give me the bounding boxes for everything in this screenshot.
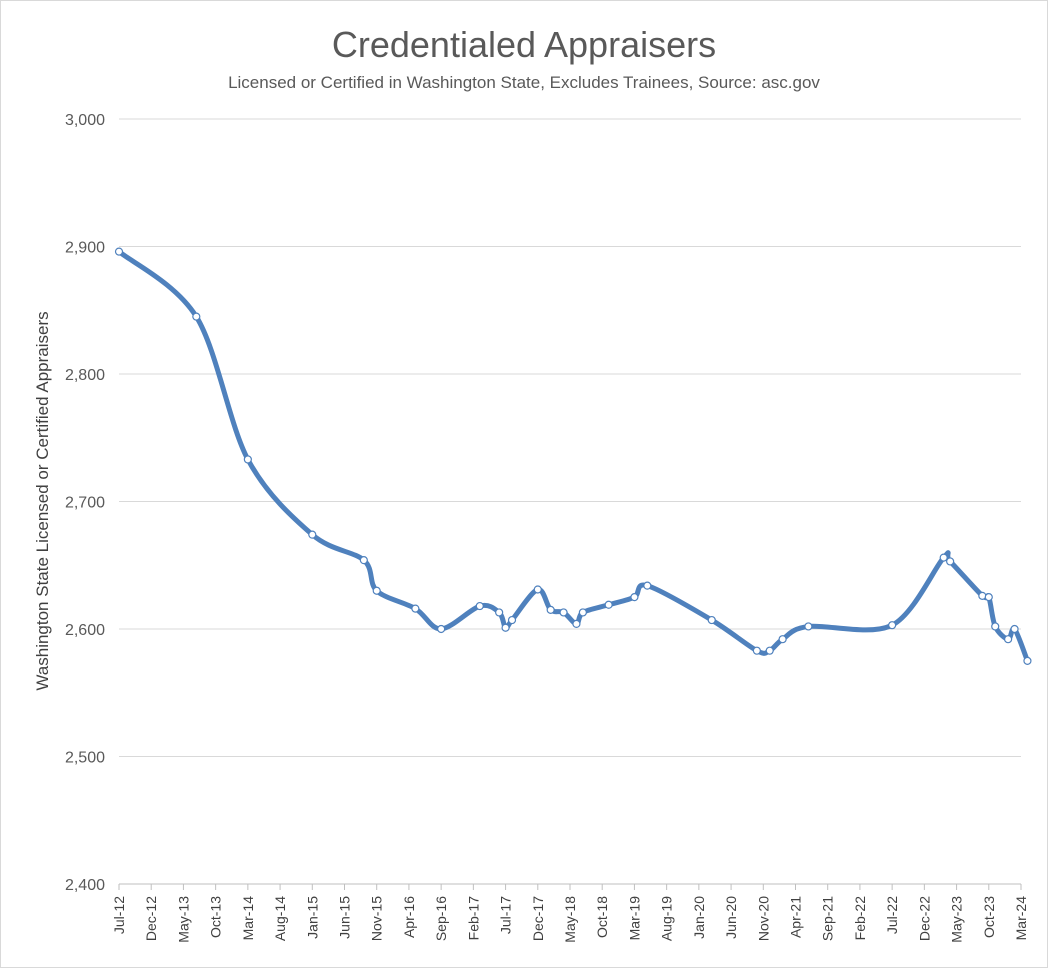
x-tick-label: May-13 xyxy=(175,896,191,943)
x-tick-label: Apr-21 xyxy=(788,896,804,938)
data-point xyxy=(192,312,201,321)
x-tick-label: Aug-19 xyxy=(659,896,675,941)
data-point xyxy=(752,646,761,655)
data-point xyxy=(501,623,510,632)
data-point xyxy=(495,608,504,617)
x-tick-label: Oct-18 xyxy=(594,896,610,938)
data-point xyxy=(707,615,716,625)
data-point xyxy=(308,530,317,539)
x-tick-label: Sep-16 xyxy=(433,896,449,941)
data-point xyxy=(359,556,368,565)
data-point xyxy=(1023,656,1032,665)
y-axis-ticks: 2,400 2,500 2,600 2,700 2,800 2,900 3,000 xyxy=(65,112,105,894)
series-layer xyxy=(114,247,1032,665)
x-tick-label: Dec-22 xyxy=(916,896,932,941)
data-point xyxy=(578,608,587,617)
data-point xyxy=(546,605,555,614)
x-tick-label: Jan-20 xyxy=(691,896,707,939)
data-point xyxy=(984,593,993,602)
data-point xyxy=(643,581,652,590)
x-tick-label: Dec-17 xyxy=(530,896,546,941)
data-point xyxy=(1004,635,1013,644)
x-tick-label: Apr-16 xyxy=(401,896,417,938)
data-point xyxy=(804,622,813,631)
data-point xyxy=(372,586,381,595)
data-point xyxy=(778,635,787,644)
data-point xyxy=(475,601,484,611)
data-point xyxy=(572,619,581,629)
x-tick-label: May-18 xyxy=(562,896,578,943)
data-point xyxy=(604,600,613,609)
data-point xyxy=(888,621,897,630)
x-tick-label: May-23 xyxy=(949,896,965,943)
x-tick-label: Oct-23 xyxy=(981,896,997,938)
x-tick-label: Jul-22 xyxy=(884,896,900,934)
x-tick-label: Jan-15 xyxy=(304,896,320,939)
y-tick-label: 2,800 xyxy=(65,367,105,384)
x-tick-label: Dec-12 xyxy=(143,896,159,941)
data-point xyxy=(630,593,639,602)
data-point xyxy=(946,557,955,566)
data-point xyxy=(1010,624,1019,634)
y-tick-label: 2,900 xyxy=(65,240,105,257)
data-point xyxy=(437,624,446,634)
data-point xyxy=(765,646,774,655)
x-tick-label: Jul-12 xyxy=(111,896,127,934)
chart-title: Credentialed Appraisers xyxy=(332,24,716,65)
y-tick-label: 2,600 xyxy=(65,622,105,639)
x-tick-label: Feb-17 xyxy=(465,896,481,941)
gridlines xyxy=(119,118,1021,885)
x-tick-label: Oct-13 xyxy=(208,896,224,938)
y-tick-label: 2,500 xyxy=(65,750,105,767)
data-point xyxy=(978,591,987,600)
data-point xyxy=(114,247,124,256)
x-tick-label: Mar-14 xyxy=(240,896,256,941)
x-tick-label: Nov-15 xyxy=(369,896,385,941)
chart-subtitle: Licensed or Certified in Washington Stat… xyxy=(228,73,820,92)
x-tick-label: Jun-15 xyxy=(337,896,353,939)
x-tick-label: Sep-21 xyxy=(820,896,836,941)
x-tick-label: Mar-24 xyxy=(1013,896,1029,941)
data-point xyxy=(243,455,252,464)
data-point xyxy=(411,604,420,613)
x-tick-label: Nov-20 xyxy=(755,896,771,941)
x-tick-label: Jun-20 xyxy=(723,896,739,939)
x-axis-ticks: Jul-12 Dec-12 May-13 Oct-13 Mar-14 Aug-14 Jan-… xyxy=(111,884,1029,943)
x-tick-label: Mar-19 xyxy=(626,896,642,941)
data-point xyxy=(939,553,948,562)
data-point xyxy=(559,608,568,617)
data-point xyxy=(991,622,1000,631)
y-tick-label: 2,400 xyxy=(65,877,105,894)
data-point xyxy=(507,615,517,625)
y-tick-label: 3,000 xyxy=(65,112,105,129)
x-tick-label: Feb-22 xyxy=(852,896,868,941)
y-tick-label: 2,700 xyxy=(65,495,105,512)
y-axis-label: Washington State Licensed or Certified A… xyxy=(33,311,52,690)
data-point xyxy=(533,585,542,594)
series-line xyxy=(116,249,1030,664)
x-tick-label: Jul-17 xyxy=(498,896,514,934)
x-tick-label: Aug-14 xyxy=(272,896,288,941)
